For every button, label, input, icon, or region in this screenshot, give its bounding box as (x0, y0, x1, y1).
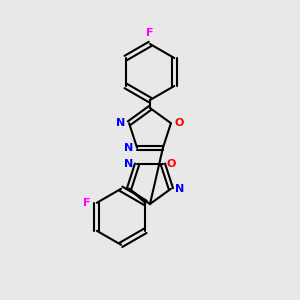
Text: F: F (83, 198, 91, 208)
Text: O: O (167, 159, 176, 169)
Text: F: F (146, 28, 154, 38)
Text: N: N (124, 143, 133, 153)
Text: N: N (124, 159, 133, 169)
Text: O: O (175, 118, 184, 128)
Text: N: N (175, 184, 184, 194)
Text: N: N (116, 118, 125, 128)
